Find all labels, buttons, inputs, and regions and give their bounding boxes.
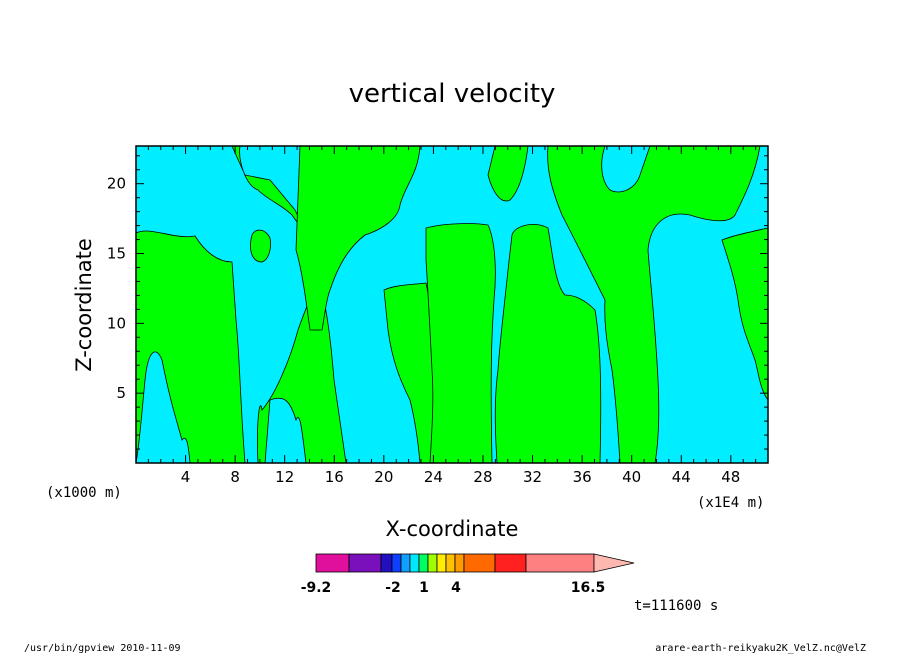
colorbar-segment	[436, 553, 447, 573]
positive-region	[494, 224, 602, 463]
x-unit-left: (x1000 m)	[46, 485, 122, 501]
colorbar-segment	[445, 553, 456, 573]
x-unit-right: (x1E4 m)	[697, 495, 764, 511]
colorbar-segment	[463, 553, 496, 573]
colorbar-segment	[400, 553, 411, 573]
colorbar-segment	[391, 553, 402, 573]
y-tick-label: 5	[116, 384, 126, 402]
x-ticks: 4 8 12 16 20 24 28 32 36 40 44 48	[147, 146, 757, 486]
y-tick-label: 15	[107, 245, 126, 263]
x-tick-label: 36	[573, 468, 592, 486]
colorbar-segment	[494, 553, 527, 573]
x-tick-label: 16	[325, 468, 344, 486]
colorbar-labels: -9.2 -2 1 4 16.5	[301, 580, 606, 596]
colorbar-segment	[418, 553, 429, 573]
colorbar-segment	[409, 553, 420, 573]
positive-region	[547, 146, 761, 463]
positive-region	[425, 223, 496, 463]
footer-left: /usr/bin/gpview 2010-11-09	[24, 643, 181, 654]
x-tick-label: 8	[230, 468, 240, 486]
positive-region	[136, 230, 246, 463]
y-tick-label: 20	[107, 175, 126, 193]
x-tick-label: 48	[721, 468, 740, 486]
x-tick-label: 44	[672, 468, 691, 486]
positive-region	[295, 146, 421, 331]
x-tick-label: 28	[473, 468, 492, 486]
y-axis-label: Z-coordinate	[72, 238, 96, 372]
colorbar-extend-arrow	[593, 553, 635, 573]
colorbar-segment	[427, 553, 438, 573]
colorbar-segment	[315, 553, 350, 573]
y-ticks: 5 10 15 20	[107, 155, 768, 450]
colorbar	[315, 553, 635, 573]
colorbar-label: 1	[419, 580, 429, 596]
x-tick-label: 4	[181, 468, 191, 486]
colorbar-label: -2	[385, 580, 401, 596]
colorbar-segment	[380, 553, 393, 573]
colorbar-segment	[454, 553, 465, 573]
x-tick-label: 20	[374, 468, 393, 486]
colorbar-segment	[348, 553, 382, 573]
y-tick-label: 10	[107, 314, 126, 332]
colorbar-segment	[525, 553, 595, 573]
x-axis-label: X-coordinate	[386, 517, 519, 541]
footer-right: arare-earth-reikyaku2K_VelZ.nc@VelZ	[655, 643, 866, 654]
positive-region	[721, 227, 768, 401]
x-tick-label: 32	[523, 468, 542, 486]
positive-field	[136, 146, 768, 463]
x-tick-label: 40	[622, 468, 641, 486]
colorbar-label: -9.2	[301, 580, 332, 596]
time-label: t=111600 s	[634, 598, 718, 614]
colorbar-label: 16.5	[571, 580, 606, 596]
x-tick-label: 12	[275, 468, 294, 486]
chart-title: vertical velocity	[349, 79, 556, 109]
positive-region	[250, 229, 271, 263]
x-tick-label: 24	[424, 468, 443, 486]
plot-frame	[135, 145, 769, 464]
colorbar-label: 4	[451, 580, 461, 596]
positive-region	[487, 146, 529, 202]
